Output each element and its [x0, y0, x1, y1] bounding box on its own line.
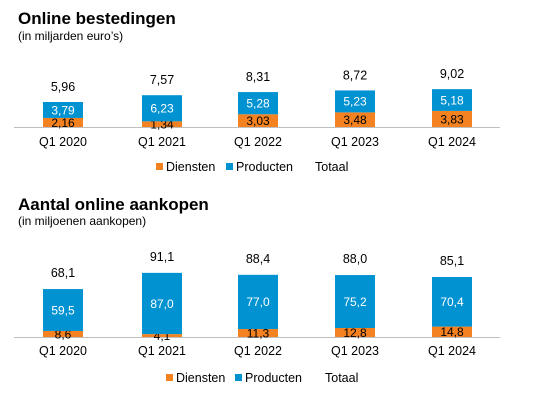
chart-subtitle: (in miljoenen aankopen): [18, 214, 146, 228]
bar-producten: [142, 95, 182, 122]
data-label-producten: 5,18: [440, 93, 464, 107]
data-label-producten: 6,23: [150, 102, 174, 116]
bar-producten: [335, 90, 375, 113]
bar-diensten: [335, 327, 375, 337]
data-label-totaal: 88,0: [343, 252, 367, 266]
legend-swatch: [226, 163, 233, 170]
data-label-producten: 5,28: [246, 96, 270, 110]
data-label-diensten: 3,03: [246, 114, 270, 128]
bar-diensten: [238, 329, 278, 337]
chart-subtitle: (in miljarden euro’s): [18, 29, 123, 43]
bar-producten: [238, 92, 278, 115]
bar-producten: [142, 272, 182, 335]
bar-producten: [43, 289, 83, 331]
legend-swatch: [166, 374, 173, 381]
data-label-producten: 59,5: [51, 303, 75, 317]
legend-item-label: Producten: [245, 371, 302, 385]
data-label-diensten: 3,48: [343, 113, 367, 127]
x-tick-label: Q1 2020: [39, 135, 87, 149]
legend-swatch: [156, 163, 163, 170]
legend-item-label: Totaal: [325, 371, 358, 385]
x-tick-label: Q1 2021: [138, 135, 186, 149]
data-label-producten: 70,4: [440, 295, 464, 309]
data-label-totaal: 68,1: [51, 266, 75, 280]
data-label-diensten: 11,3: [247, 326, 270, 340]
bar-diensten: [432, 110, 472, 127]
chart-1: Online bestedingen(in miljarden euro’s) 2…: [14, 9, 500, 174]
x-tick-label: Q1 2021: [138, 344, 186, 358]
legend-swatch: [235, 374, 242, 381]
legend-item-label: Totaal: [315, 160, 348, 174]
bar-diensten: [335, 112, 375, 127]
bar-diensten: [238, 114, 278, 127]
bar-diensten: [43, 117, 83, 127]
bar-producten: [432, 89, 472, 111]
x-tick-label: Q1 2022: [234, 135, 282, 149]
x-tick-label: Q1 2024: [428, 135, 476, 149]
data-label-totaal: 9,02: [440, 67, 464, 81]
data-label-totaal: 7,57: [150, 73, 174, 87]
data-label-diensten: 3,83: [440, 112, 464, 126]
x-tick-label: Q1 2023: [331, 344, 379, 358]
legend-item-label: Diensten: [166, 160, 215, 174]
chart-2: Aantal online aankopen(in miljoenen aank…: [14, 195, 500, 385]
chart-title: Online bestedingen: [18, 9, 176, 28]
bar-producten: [432, 277, 472, 327]
data-label-totaal: 8,72: [343, 68, 367, 82]
data-label-totaal: 8,31: [246, 70, 270, 84]
data-label-diensten: 14,8: [440, 325, 464, 339]
legend-item-label: Producten: [236, 160, 293, 174]
bar-diensten: [432, 326, 472, 337]
x-tick-label: Q1 2023: [331, 135, 379, 149]
bar-diensten: [43, 330, 83, 337]
bar-diensten: [142, 334, 182, 337]
bar-producten: [335, 275, 375, 328]
data-label-totaal: 88,4: [246, 252, 270, 266]
x-tick-label: Q1 2022: [234, 344, 282, 358]
data-label-producten: 3,79: [51, 103, 75, 117]
data-label-diensten: 2,16: [51, 116, 75, 130]
bar-diensten: [142, 121, 182, 127]
legend: Diensten Producten Totaal: [166, 371, 358, 385]
data-label-producten: 5,23: [343, 95, 367, 109]
data-label-totaal: 91,1: [150, 250, 174, 264]
data-label-producten: 75,2: [343, 295, 367, 309]
bar-producten: [238, 274, 278, 330]
data-label-producten: 87,0: [150, 297, 174, 311]
data-label-producten: 77,0: [246, 295, 270, 309]
x-tick-label: Q1 2024: [428, 344, 476, 358]
x-tick-label: Q1 2020: [39, 344, 87, 358]
legend-item-label: Diensten: [176, 371, 225, 385]
chart-title: Aantal online aankopen: [18, 195, 209, 214]
data-label-totaal: 85,1: [440, 254, 464, 268]
legend: Diensten Producten Totaal: [156, 160, 348, 174]
data-label-diensten: 12,8: [343, 326, 367, 340]
bar-producten: [43, 102, 83, 118]
data-label-totaal: 5,96: [51, 80, 75, 94]
